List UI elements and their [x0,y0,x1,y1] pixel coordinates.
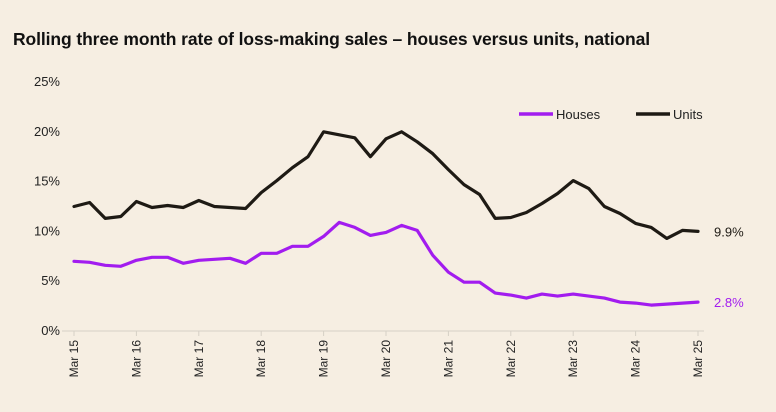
x-tick-label: Mar 23 [566,340,580,378]
series-line-houses [72,220,700,307]
y-tick-label: 5% [41,273,60,288]
y-tick-label: 20% [34,124,60,139]
x-tick-label: Mar 24 [629,340,643,378]
legend-label-houses: Houses [556,107,601,122]
x-tick-label: Mar 20 [379,340,393,378]
series-line-units [72,130,700,240]
x-tick-label: Mar 18 [254,340,268,378]
legend-label-units: Units [673,107,703,122]
x-tick-label: Mar 25 [691,340,705,378]
end-label-units: 9.9% [714,224,744,239]
x-tick-label: Mar 21 [441,340,455,378]
y-tick-label: 10% [34,223,60,238]
end-label-houses: 2.8% [714,295,744,310]
y-tick-label: 25% [34,74,60,89]
x-tick-label: Mar 22 [504,340,518,378]
chart-title: Rolling three month rate of loss-making … [13,29,651,49]
y-tick-label: 15% [34,174,60,189]
x-tick-label: Mar 19 [317,340,331,378]
y-tick-label: 0% [41,323,60,338]
x-tick-label: Mar 17 [192,340,206,378]
x-tick-label: Mar 15 [67,340,81,378]
x-tick-label: Mar 16 [129,340,143,378]
